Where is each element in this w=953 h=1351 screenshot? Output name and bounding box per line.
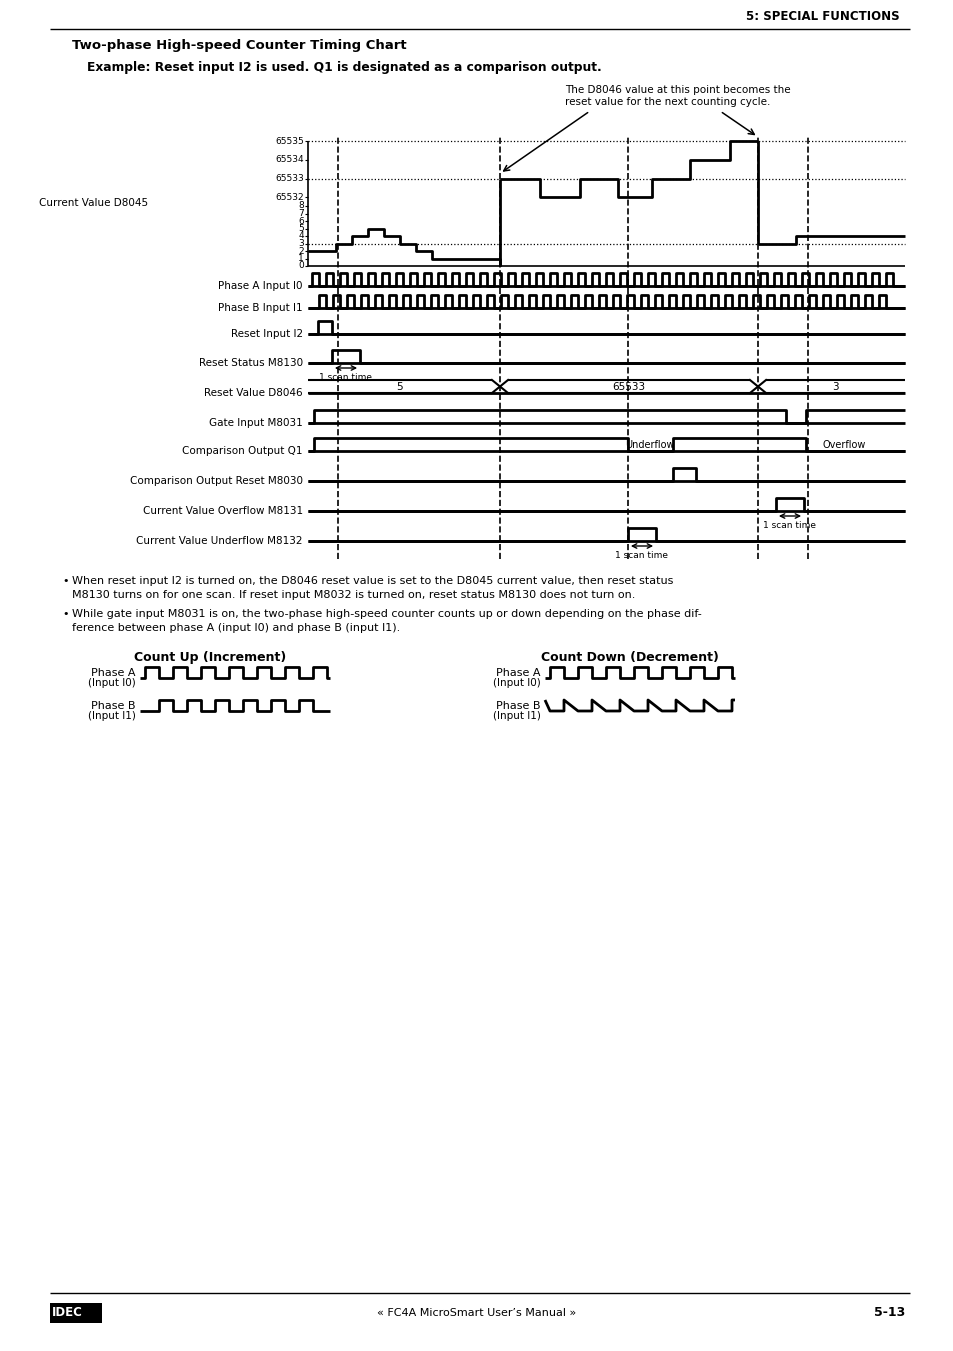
Text: Phase A Input I0: Phase A Input I0 <box>218 281 303 290</box>
Text: 1 scan time: 1 scan time <box>762 521 816 530</box>
Text: ference between phase A (input I0) and phase B (input I1).: ference between phase A (input I0) and p… <box>71 623 400 634</box>
Text: 3: 3 <box>831 382 838 392</box>
Text: Current Value Overflow M8131: Current Value Overflow M8131 <box>143 507 303 516</box>
Text: When reset input I2 is turned on, the D8046 reset value is set to the D8045 curr: When reset input I2 is turned on, the D8… <box>71 576 673 586</box>
Text: 65533: 65533 <box>612 382 645 392</box>
Text: (Input I0): (Input I0) <box>493 678 540 688</box>
Text: Reset Input I2: Reset Input I2 <box>231 330 303 339</box>
Text: Count Down (Decrement): Count Down (Decrement) <box>540 651 719 663</box>
Text: Count Up (Increment): Count Up (Increment) <box>133 651 286 663</box>
Text: Overflow: Overflow <box>821 440 864 450</box>
Text: 3: 3 <box>298 239 304 249</box>
Text: While gate input M8031 is on, the two-phase high-speed counter counts up or down: While gate input M8031 is on, the two-ph… <box>71 609 701 619</box>
Text: Phase A: Phase A <box>496 667 540 678</box>
Text: IDEC: IDEC <box>52 1306 83 1320</box>
Text: Current Value Underflow M8132: Current Value Underflow M8132 <box>136 536 303 546</box>
Text: « FC4A MicroSmart User’s Manual »: « FC4A MicroSmart User’s Manual » <box>377 1308 576 1319</box>
Text: Gate Input M8031: Gate Input M8031 <box>209 417 303 428</box>
Text: 1 scan time: 1 scan time <box>615 551 668 561</box>
Text: 65532: 65532 <box>275 193 304 201</box>
Text: •: • <box>62 609 69 619</box>
Text: Reset Status M8130: Reset Status M8130 <box>198 358 303 367</box>
Text: The D8046 value at this point becomes the
reset value for the next counting cycl: The D8046 value at this point becomes th… <box>564 85 790 107</box>
Text: Phase A: Phase A <box>91 667 136 678</box>
Text: 7: 7 <box>298 209 304 218</box>
Text: 5: 5 <box>396 382 403 392</box>
Text: Two-phase High-speed Counter Timing Chart: Two-phase High-speed Counter Timing Char… <box>71 39 406 53</box>
Text: 65533: 65533 <box>275 174 304 182</box>
Text: Comparison Output Reset M8030: Comparison Output Reset M8030 <box>130 476 303 486</box>
Text: 4: 4 <box>298 231 304 240</box>
Text: 5-13: 5-13 <box>873 1306 904 1320</box>
Text: (Input I1): (Input I1) <box>88 711 136 721</box>
Text: 1 scan time: 1 scan time <box>319 373 372 382</box>
Text: M8130 turns on for one scan. If reset input M8032 is turned on, reset status M81: M8130 turns on for one scan. If reset in… <box>71 590 635 600</box>
Text: 1: 1 <box>298 254 304 263</box>
Text: Phase B: Phase B <box>91 701 136 711</box>
Text: 2: 2 <box>298 246 304 255</box>
Text: 0: 0 <box>298 262 304 270</box>
Text: 6: 6 <box>298 216 304 226</box>
Text: Phase B: Phase B <box>496 701 540 711</box>
Text: Current Value D8045: Current Value D8045 <box>39 199 148 208</box>
Text: 8: 8 <box>298 201 304 211</box>
Text: Example: Reset input I2 is used. Q1 is designated as a comparison output.: Example: Reset input I2 is used. Q1 is d… <box>87 61 601 73</box>
Text: 65535: 65535 <box>275 136 304 146</box>
Text: 5: 5 <box>298 224 304 232</box>
Text: Reset Value D8046: Reset Value D8046 <box>204 388 303 399</box>
Text: (Input I1): (Input I1) <box>493 711 540 721</box>
Text: Phase B Input I1: Phase B Input I1 <box>218 303 303 313</box>
Text: Underflow: Underflow <box>624 440 674 450</box>
Text: •: • <box>62 576 69 586</box>
Text: Comparison Output Q1: Comparison Output Q1 <box>182 446 303 457</box>
Text: 65534: 65534 <box>275 155 304 165</box>
Bar <box>50 1302 102 1323</box>
Text: (Input I0): (Input I0) <box>89 678 136 688</box>
Text: 5: SPECIAL FUNCTIONS: 5: SPECIAL FUNCTIONS <box>745 9 899 23</box>
